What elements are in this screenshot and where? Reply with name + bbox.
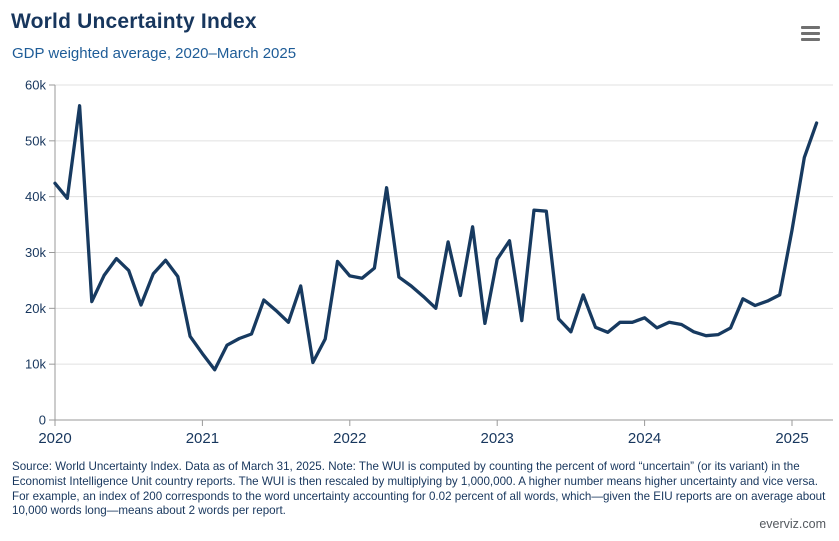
- export-menu-button[interactable]: [801, 24, 823, 42]
- x-axis-label: 2023: [481, 430, 514, 447]
- wui-series-line: [53, 104, 819, 372]
- y-axis-label: 60k: [25, 78, 46, 93]
- x-axis-label: 2022: [333, 430, 366, 447]
- x-axis-label: 2020: [38, 430, 71, 447]
- x-axis-label: 2024: [628, 430, 661, 447]
- source-note: Source: World Uncertainty Index. Data as…: [12, 460, 826, 518]
- page-subtitle: GDP weighted average, 2020–March 2025: [12, 45, 297, 62]
- x-axis-label: 2021: [186, 430, 219, 447]
- y-axis-label: 0: [39, 413, 46, 428]
- y-axis-label: 30k: [25, 245, 46, 260]
- y-axis-label: 20k: [25, 301, 46, 316]
- y-axis-label: 10k: [25, 357, 46, 372]
- x-axis-label: 2025: [775, 430, 808, 447]
- y-axis-label: 50k: [25, 133, 46, 148]
- everviz-credit-link[interactable]: everviz.com: [759, 517, 826, 531]
- page-title: World Uncertainty Index: [11, 10, 257, 33]
- y-axis-label: 40k: [25, 189, 46, 204]
